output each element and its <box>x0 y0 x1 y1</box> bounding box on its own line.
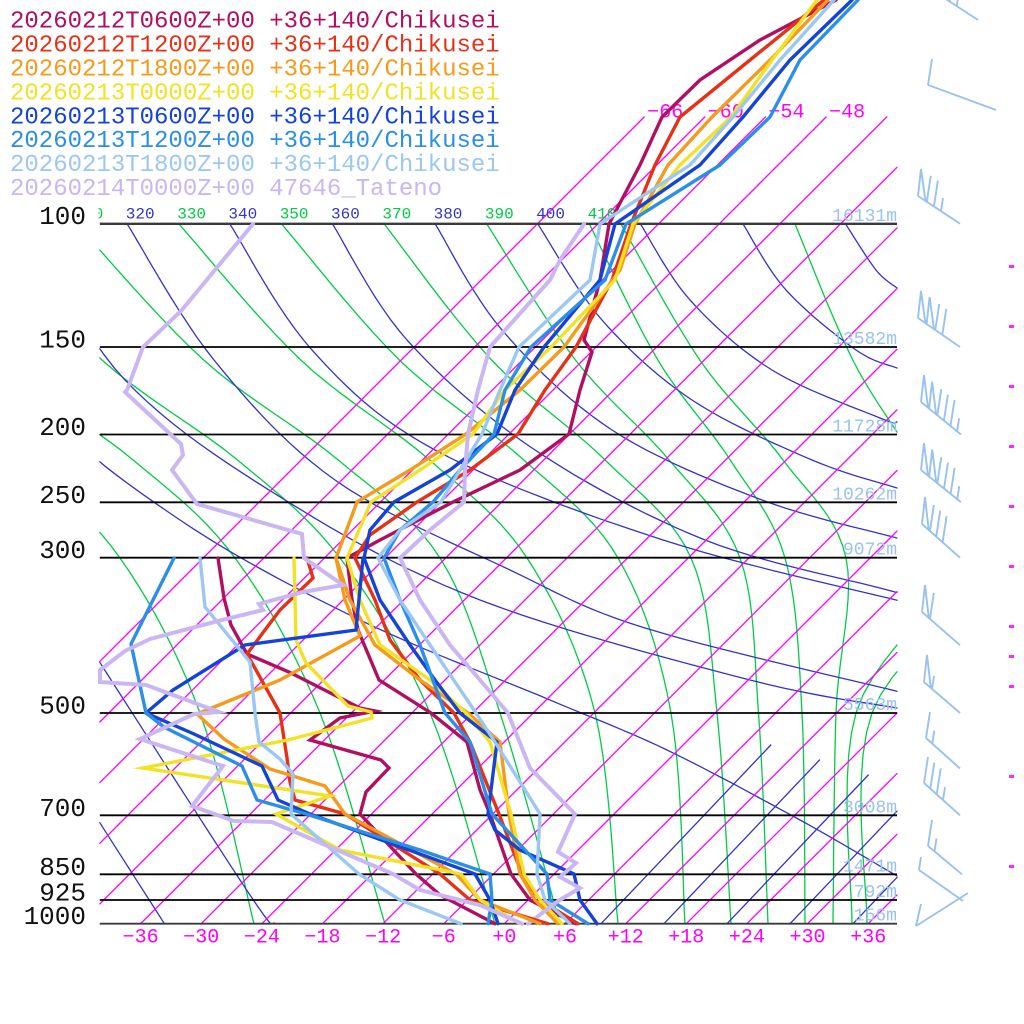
svg-text:850: 850 <box>39 853 86 883</box>
svg-text:20260213T1800Z+00 +36+140/Chik: 20260213T1800Z+00 +36+140/Chikusei <box>10 152 500 179</box>
svg-text:−12: −12 <box>365 927 401 950</box>
svg-text:9072m: 9072m <box>843 541 897 561</box>
svg-text:20260212T0600Z+00 +36+140/Chik: 20260212T0600Z+00 +36+140/Chikusei <box>10 9 500 36</box>
svg-text:−6: −6 <box>432 927 456 950</box>
svg-text:+24: +24 <box>729 927 765 950</box>
svg-text:13582m: 13582m <box>832 330 897 350</box>
svg-text:+6: +6 <box>553 927 577 950</box>
svg-text:3008m: 3008m <box>843 798 897 818</box>
svg-text:+36: +36 <box>850 927 886 950</box>
svg-text:700: 700 <box>39 794 86 824</box>
svg-text:20260212T1200Z+00 +36+140/Chik: 20260212T1200Z+00 +36+140/Chikusei <box>10 33 500 60</box>
svg-text:100: 100 <box>39 202 86 232</box>
svg-text:1471m: 1471m <box>843 857 897 877</box>
svg-text:−60: −60 <box>708 102 744 125</box>
svg-text:250: 250 <box>39 481 86 511</box>
svg-text:320: 320 <box>126 206 155 224</box>
svg-text:+30: +30 <box>789 927 825 950</box>
svg-text:−48: −48 <box>829 102 865 125</box>
svg-text:370: 370 <box>382 206 411 224</box>
svg-text:5563m: 5563m <box>843 696 897 716</box>
svg-text:−18: −18 <box>304 927 340 950</box>
svg-text:400: 400 <box>536 206 565 224</box>
svg-text:20260212T1800Z+00 +36+140/Chik: 20260212T1800Z+00 +36+140/Chikusei <box>10 56 500 83</box>
svg-text:20260213T0000Z+00 +36+140/Chik: 20260213T0000Z+00 +36+140/Chikusei <box>10 80 500 107</box>
svg-text:340: 340 <box>228 206 257 224</box>
svg-text:−24: −24 <box>244 927 280 950</box>
svg-text:156m: 156m <box>854 907 897 927</box>
svg-text:390: 390 <box>485 206 514 224</box>
svg-text:−30: −30 <box>183 927 219 950</box>
svg-text:−36: −36 <box>123 927 159 950</box>
svg-text:+18: +18 <box>668 927 704 950</box>
svg-text:20260214T0000Z+00 47646_Tateno: 20260214T0000Z+00 47646_Tateno <box>10 176 442 203</box>
svg-text:360: 360 <box>331 206 360 224</box>
svg-text:+0: +0 <box>492 927 516 950</box>
svg-text:11728m: 11728m <box>832 418 897 438</box>
svg-text:20260213T1200Z+00 +36+140/Chik: 20260213T1200Z+00 +36+140/Chikusei <box>10 128 500 155</box>
svg-text:−54: −54 <box>769 102 805 125</box>
svg-text:+12: +12 <box>608 927 644 950</box>
svg-text:200: 200 <box>39 413 86 443</box>
svg-text:10262m: 10262m <box>832 485 897 505</box>
svg-text:150: 150 <box>39 326 86 356</box>
svg-text:20260213T0600Z+00 +36+140/Chik: 20260213T0600Z+00 +36+140/Chikusei <box>10 104 500 131</box>
svg-text:330: 330 <box>177 206 206 224</box>
svg-text:300: 300 <box>39 536 86 566</box>
svg-text:1000: 1000 <box>24 902 86 932</box>
svg-text:792m: 792m <box>854 883 897 903</box>
svg-text:380: 380 <box>434 206 463 224</box>
svg-text:500: 500 <box>39 692 86 722</box>
svg-text:350: 350 <box>280 206 309 224</box>
svg-text:16131m: 16131m <box>832 207 897 227</box>
svg-text:925: 925 <box>39 879 86 909</box>
svg-text:310: 310 <box>75 206 104 224</box>
